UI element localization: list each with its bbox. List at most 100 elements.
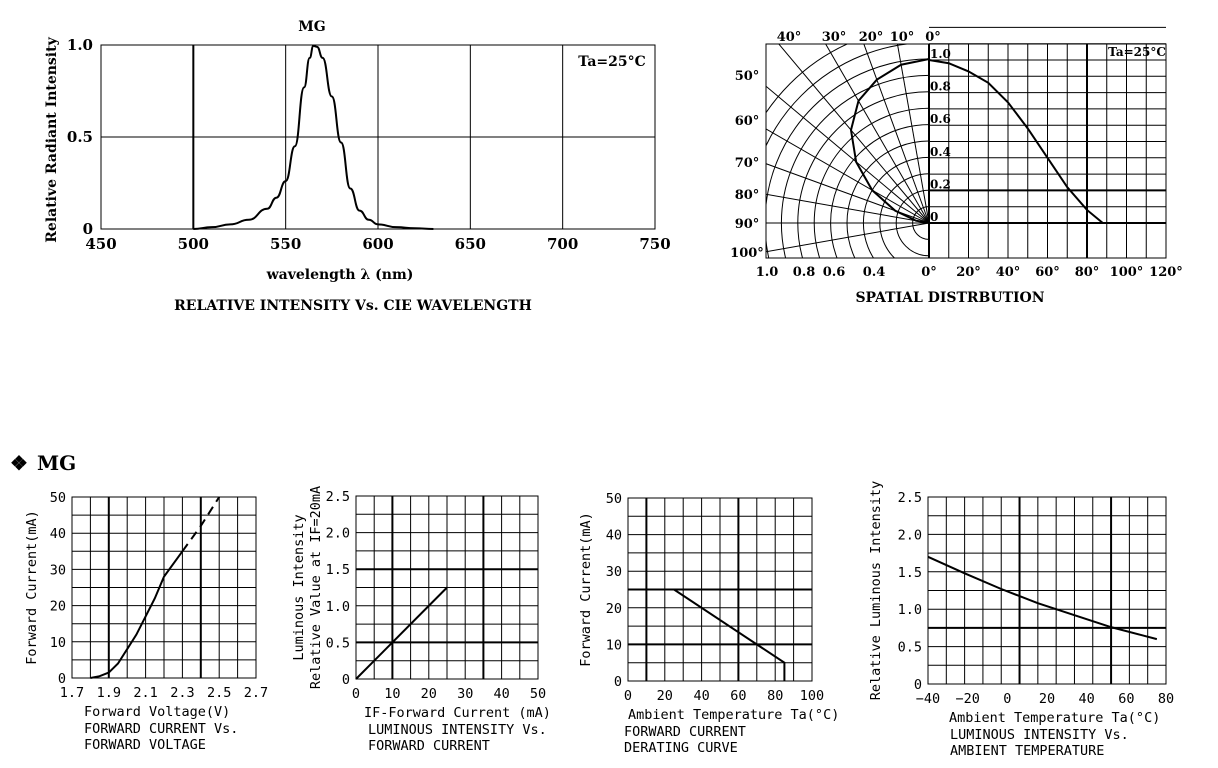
derating-title: FORWARD CURRENT (624, 724, 746, 740)
iv-ytick: 40 (50, 526, 66, 542)
iv-ytick: 50 (50, 490, 66, 506)
li-xlabel: IF-Forward Current (mA) (364, 705, 551, 721)
spatial-angle-label: 100° (730, 246, 764, 261)
spectrum-ytick: 0 (83, 220, 93, 238)
spatial-rect-ylabel: 0.8 (930, 80, 951, 94)
spatial-rect-ylabel: 1.0 (930, 47, 951, 61)
derating-ytick: 50 (606, 491, 622, 507)
spatial-angle-label: 60° (735, 114, 760, 129)
temp-xtick: 60 (1118, 691, 1134, 707)
polar-radial (896, 44, 930, 224)
spectrum-ytick: 0.5 (67, 128, 93, 146)
iv-xtick: 2.3 (170, 685, 194, 701)
iv-title: FORWARD CURRENT Vs. (84, 721, 238, 737)
li-ytick: 2.0 (326, 526, 350, 542)
temp-ytick: 0 (914, 677, 922, 693)
spatial-rect-ylabel: 0.2 (930, 177, 951, 191)
temp-ylabel: Relative Luminous Intensity (868, 481, 884, 700)
li-xtick: 30 (457, 686, 473, 702)
spatial-title: SPATIAL DISTRBUTION (855, 290, 1044, 306)
li-ytick: 2.5 (326, 489, 350, 505)
polar-radial (825, 44, 930, 224)
spatial-angle-label: 20° (859, 30, 884, 45)
spatial-angle-label: 80° (735, 188, 760, 203)
spectrum-xtick: 700 (547, 235, 578, 253)
spectrum-series-label: MG (298, 19, 325, 35)
spectrum-ytick: 1.0 (67, 36, 93, 54)
spatial-xtick: 80° (1075, 265, 1100, 280)
derating-ylabel: Forward Current(mA) (578, 512, 594, 666)
spatial-radial-label: 0.8 (793, 265, 816, 280)
spatial-angle-label: 70° (735, 156, 760, 171)
spatial-radial-label: 0.4 (863, 265, 886, 280)
polar-radial (766, 128, 930, 224)
spatial-radial-label: 0.6 (823, 265, 846, 280)
li-title: LUMINOUS INTENSITY Vs. (368, 722, 547, 738)
spectrum-xlabel: wavelength λ (nm) (266, 267, 414, 283)
spectrum-xtick: 750 (639, 235, 670, 253)
spectrum-curve (193, 44, 434, 230)
luminous-intensity-vs-current-chart: 0 10 20 30 40 50 0 0.5 1.0 1.5 2.0 2.5 IF-Forward Cu… (291, 486, 551, 754)
spatial-angle-label: 50° (735, 69, 760, 84)
derating-curve-chart: 0 20 40 60 80 100 0 10 20 30 40 50 Ambient Temperatu… (578, 491, 839, 756)
derating-ytick: 20 (606, 601, 622, 617)
li-ytick: 0 (342, 672, 350, 688)
li-ytick: 0.5 (326, 635, 350, 651)
iv-ylabel: Forward Current(mA) (24, 510, 40, 664)
polar-radial (863, 44, 930, 224)
derating-xtick: 0 (624, 688, 632, 704)
spatial-xtick: 120° (1149, 265, 1183, 280)
polar-radial (766, 222, 930, 253)
spatial-distribution-chart: 40° 30° 20° 10° 0° 50° 60° 70° 80° 90° 100° 1.0 0.8 0… (730, 26, 1183, 306)
li-ylabel: Relative Value at IF=20mA (308, 486, 324, 689)
derating-xtick: 20 (657, 688, 673, 704)
iv-xtick: 1.7 (60, 685, 84, 701)
spatial-angle-label: 10° (890, 30, 915, 45)
temp-ytick: 2.5 (898, 490, 922, 506)
spatial-rect-ylabel: 0 (930, 210, 938, 224)
li-xtick: 10 (384, 686, 400, 702)
temp-xlabel: Ambient Temperature Ta(°C) (949, 710, 1160, 726)
spectrum-xtick: 650 (455, 235, 486, 253)
iv-curve (90, 550, 184, 679)
temp-curve (927, 555, 1158, 641)
li-xtick: 50 (530, 686, 546, 702)
li-xtick: 20 (421, 686, 437, 702)
li-ytick: 1.5 (326, 562, 350, 578)
polar-radial (766, 85, 930, 224)
temp-ytick: 2.0 (898, 527, 922, 543)
spatial-xtick: 20° (956, 265, 981, 280)
section-marker-icon: ❖ (10, 451, 28, 475)
spectrum-annotation: Ta=25°C (578, 54, 646, 70)
polar-arc (766, 44, 849, 114)
spatial-angle-label: 30° (822, 30, 847, 45)
spatial-radial-label: 1.0 (756, 265, 779, 280)
temp-title: LUMINOUS INTENSITY Vs. (950, 727, 1129, 743)
derating-ytick: 0 (614, 674, 622, 690)
polar-radial (778, 44, 930, 224)
spectrum-xtick: 550 (270, 235, 301, 253)
spatial-angle-label: 90° (735, 217, 760, 232)
spatial-xtick: 60° (1035, 265, 1060, 280)
li-xtick: 40 (493, 686, 509, 702)
spatial-angle-label: 0° (925, 30, 941, 45)
iv-ytick: 10 (50, 635, 66, 651)
li-xtick: 0 (352, 686, 360, 702)
spatial-xtick: 100° (1110, 265, 1144, 280)
derating-xlabel: Ambient Temperature Ta(°C) (628, 707, 839, 723)
spectrum-title: RELATIVE INTENSITY Vs. CIE WAVELENGTH (174, 298, 532, 314)
li-title: FORWARD CURRENT (368, 738, 490, 754)
derating-ytick: 10 (606, 637, 622, 653)
temp-title: AMBIENT TEMPERATURE (950, 743, 1104, 759)
derating-title: DERATING CURVE (624, 740, 738, 756)
temp-ytick: 1.5 (898, 565, 922, 581)
temp-xtick: −20 (955, 691, 979, 707)
polar-radial (766, 163, 930, 224)
iv-xtick: 2.7 (244, 685, 268, 701)
derating-xtick: 100 (800, 688, 824, 704)
temp-xtick: 40 (1079, 691, 1095, 707)
temp-xtick: 80 (1158, 691, 1174, 707)
iv-xtick: 2.5 (207, 685, 231, 701)
derating-xtick: 80 (767, 688, 783, 704)
